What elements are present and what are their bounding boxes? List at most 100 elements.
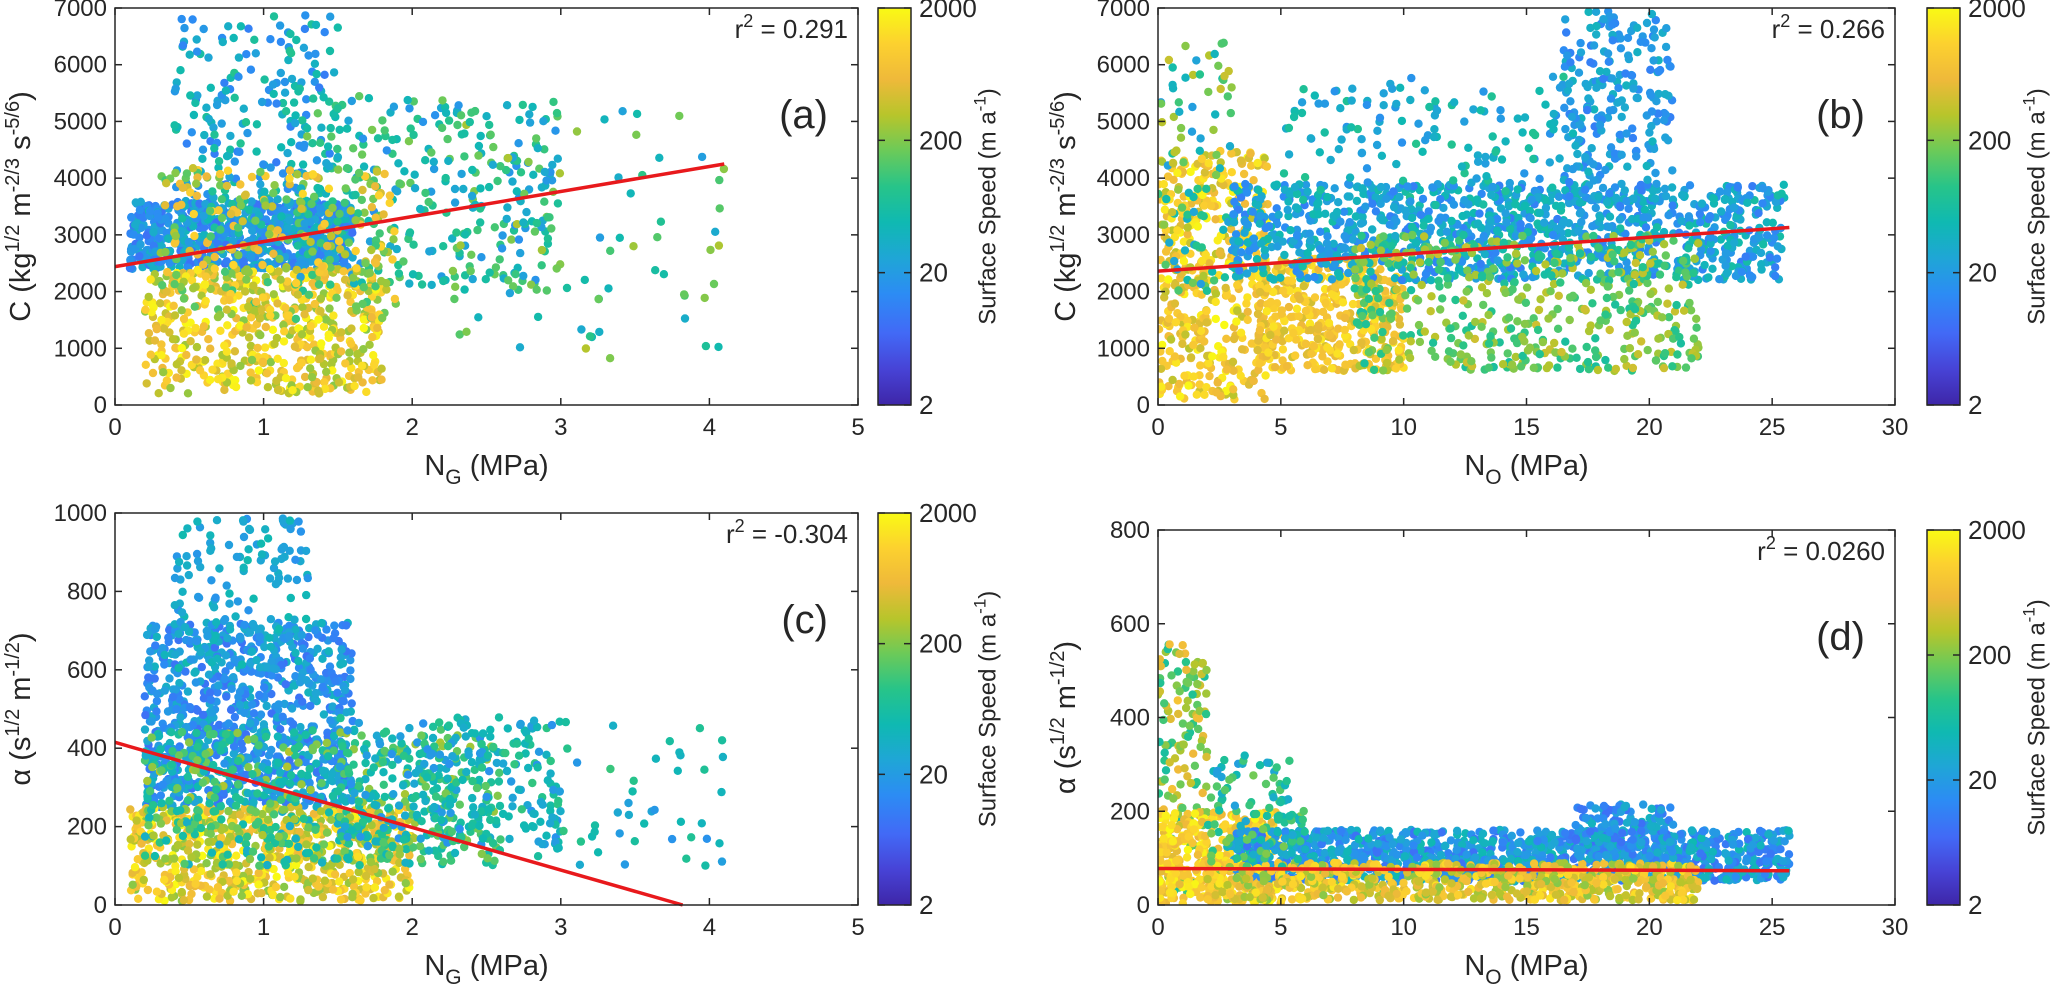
data-point xyxy=(1311,364,1320,374)
data-point xyxy=(281,107,291,116)
data-point xyxy=(1540,218,1549,227)
data-point xyxy=(303,383,312,392)
data-point xyxy=(1606,143,1616,152)
data-point xyxy=(184,237,193,247)
data-point xyxy=(154,234,163,243)
data-point xyxy=(505,288,515,298)
data-point xyxy=(1475,209,1484,218)
data-point xyxy=(1692,314,1701,323)
data-point xyxy=(1446,324,1455,333)
data-point xyxy=(340,257,349,267)
data-point xyxy=(312,69,321,79)
data-point xyxy=(236,361,245,371)
data-point xyxy=(229,260,238,270)
data-point xyxy=(1726,220,1735,230)
data-point xyxy=(328,203,337,213)
data-point xyxy=(373,323,382,333)
data-point xyxy=(453,120,462,130)
data-point xyxy=(1231,230,1241,239)
data-point xyxy=(1603,49,1613,58)
data-point xyxy=(1510,277,1519,287)
data-point xyxy=(1291,351,1300,360)
data-point xyxy=(1645,128,1654,137)
data-point xyxy=(1762,231,1772,240)
data-point xyxy=(514,139,523,148)
data-point xyxy=(279,358,288,368)
data-point xyxy=(1387,309,1396,318)
data-point xyxy=(1222,290,1232,300)
data-point xyxy=(1465,273,1474,282)
data-point xyxy=(537,261,546,270)
data-point xyxy=(178,41,188,50)
data-point xyxy=(1401,206,1410,215)
data-point xyxy=(1256,211,1265,221)
data-point xyxy=(1584,8,1593,17)
data-point xyxy=(257,97,267,107)
data-point xyxy=(1652,179,1661,189)
data-point xyxy=(502,101,512,110)
data-point xyxy=(404,234,413,244)
data-point xyxy=(304,51,313,60)
data-point xyxy=(347,96,356,106)
data-point xyxy=(276,275,285,284)
data-point xyxy=(276,68,285,78)
data-point xyxy=(172,360,181,369)
data-point xyxy=(417,280,427,289)
data-point xyxy=(659,270,669,279)
data-point xyxy=(1229,366,1238,375)
data-point xyxy=(1373,126,1382,135)
data-point xyxy=(212,100,222,110)
data-point xyxy=(216,181,225,190)
data-point xyxy=(201,272,211,281)
data-point xyxy=(421,156,430,165)
data-point xyxy=(321,315,331,324)
data-point xyxy=(283,224,292,233)
data-point xyxy=(1516,362,1526,371)
data-point xyxy=(1178,339,1187,349)
data-point xyxy=(141,360,150,369)
data-point xyxy=(410,184,420,193)
data-point xyxy=(380,169,389,179)
data-point xyxy=(287,138,296,147)
data-point xyxy=(177,343,186,353)
data-point xyxy=(313,109,322,118)
data-point xyxy=(131,198,140,207)
data-point xyxy=(1366,240,1375,249)
data-point xyxy=(1243,315,1252,325)
data-point xyxy=(1168,63,1177,72)
data-point xyxy=(1380,275,1389,285)
data-point xyxy=(1284,197,1293,206)
data-point xyxy=(364,94,374,103)
data-point xyxy=(1704,273,1713,282)
data-point xyxy=(1481,159,1490,168)
data-point xyxy=(1624,204,1633,213)
data-point xyxy=(282,195,291,204)
data-point xyxy=(1535,350,1545,359)
data-point xyxy=(1335,272,1344,281)
data-point xyxy=(1501,288,1510,298)
data-point xyxy=(1256,299,1266,308)
data-point xyxy=(1653,297,1663,307)
data-point xyxy=(1548,183,1557,192)
data-point xyxy=(1219,225,1228,234)
data-point xyxy=(606,246,615,255)
data-point xyxy=(1187,127,1197,136)
data-point xyxy=(1190,323,1199,332)
data-point xyxy=(1694,239,1703,248)
data-point xyxy=(1195,146,1205,155)
data-point xyxy=(298,303,307,312)
data-point xyxy=(265,265,275,274)
data-point xyxy=(1293,204,1303,213)
data-point xyxy=(239,104,248,113)
data-point xyxy=(1186,353,1196,362)
data-point xyxy=(466,266,475,276)
data-point xyxy=(553,199,563,208)
data-point xyxy=(1305,229,1315,238)
data-point xyxy=(146,350,155,359)
data-point xyxy=(456,241,465,250)
data-point xyxy=(1592,21,1601,31)
data-point xyxy=(1393,260,1403,270)
data-point xyxy=(1608,292,1618,302)
data-point xyxy=(443,134,452,144)
